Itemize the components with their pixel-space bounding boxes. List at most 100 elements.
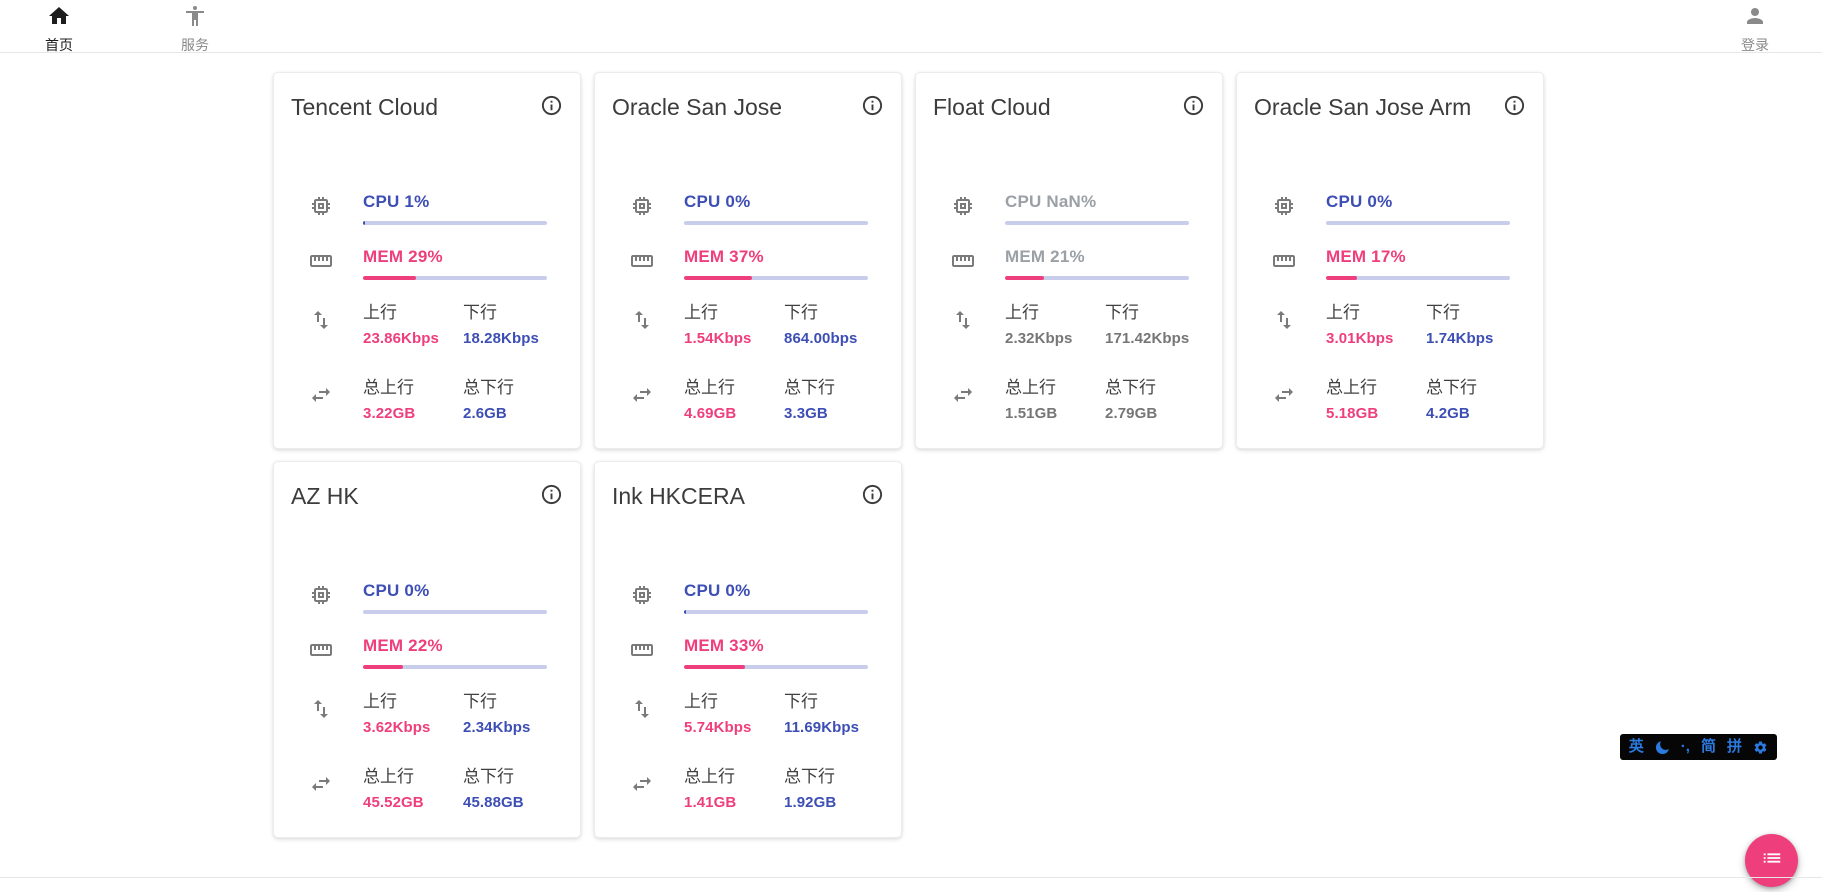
nav-item-services[interactable]: 服务 [164, 0, 226, 55]
moon-icon[interactable] [1655, 739, 1670, 755]
cpu-bar-track [1005, 221, 1189, 225]
total-download-label: 总下行 [463, 767, 514, 786]
ruler-icon [951, 249, 975, 278]
swap-horiz-icon [1272, 383, 1296, 412]
nav-item-home[interactable]: 首页 [28, 0, 90, 55]
cpu-bar-track [684, 610, 868, 614]
cpu-bar-track [363, 221, 547, 225]
mem-bar-fill [1326, 276, 1358, 280]
upload-value: 3.01Kbps [1326, 330, 1394, 347]
cpu-row: CPU 0% [630, 192, 884, 225]
upload-col: 上行 3.62Kbps [363, 687, 463, 736]
card-header: AZ HK [291, 481, 563, 511]
mem-bar-track [363, 276, 547, 280]
total-download-col: 总下行 1.92GB [784, 762, 884, 811]
mem-text: MEM 33% [684, 636, 764, 655]
card-header: Tencent Cloud [291, 92, 563, 122]
server-name: Oracle San Jose Arm [1254, 94, 1472, 120]
total-download-col: 总下行 4.2GB [1426, 373, 1526, 422]
mem-gauge: MEM 17% [1326, 247, 1510, 280]
mem-bar-fill [684, 665, 745, 669]
upload-label: 上行 [684, 303, 718, 322]
mem-bar-track [1005, 276, 1189, 280]
info-icon[interactable] [540, 483, 563, 506]
ime-language-toggle[interactable]: 英 [1628, 738, 1644, 755]
total-download-value: 2.79GB [1105, 405, 1158, 422]
info-icon[interactable] [861, 483, 884, 506]
cpu-chip-icon [630, 583, 654, 612]
upload-value: 1.54Kbps [684, 330, 752, 347]
total-upload-value: 45.52GB [363, 794, 424, 811]
cpu-text: CPU NaN% [1005, 192, 1097, 211]
mem-row: MEM 22% [309, 636, 563, 669]
total-upload-value: 4.69GB [684, 405, 737, 422]
swap-vert-icon [1272, 308, 1296, 337]
download-label: 下行 [463, 303, 497, 322]
mem-gauge: MEM 37% [684, 247, 868, 280]
total-download-value: 3.3GB [784, 405, 828, 422]
cpu-chip-icon [309, 583, 333, 612]
info-icon[interactable] [1182, 94, 1205, 117]
home-icon [47, 4, 71, 33]
nav-item-login[interactable]: 登录 [1724, 0, 1786, 55]
mem-bar-fill [684, 276, 753, 280]
total-upload-value: 1.51GB [1005, 405, 1058, 422]
cpu-gauge: CPU 1% [363, 192, 547, 225]
mem-bar-fill [1005, 276, 1044, 280]
server-card: Float Cloud CPU NaN% [915, 72, 1223, 449]
server-card: Oracle San Jose CPU 0% [594, 72, 902, 449]
total-upload-value: 3.22GB [363, 405, 416, 422]
cpu-text: CPU 0% [684, 581, 751, 600]
download-label: 下行 [1426, 303, 1460, 322]
card-stats: CPU 0% MEM 33% [612, 581, 884, 811]
ime-pinyin-indicator[interactable]: 拼 [1726, 738, 1742, 755]
cpu-row: CPU 1% [309, 192, 563, 225]
cpu-row: CPU 0% [630, 581, 884, 614]
total-row: 总上行 45.52GB 总下行 45.88GB [309, 762, 563, 811]
server-name: Ink HKCERA [612, 483, 745, 509]
server-name: Oracle San Jose [612, 94, 783, 120]
total-upload-label: 总上行 [1005, 378, 1056, 397]
main-content: Tencent Cloud CPU 1% [0, 53, 1822, 838]
mem-bar-track [1326, 276, 1510, 280]
server-list-fab[interactable] [1745, 834, 1798, 887]
cpu-chip-icon [630, 194, 654, 223]
cpu-gauge: CPU 0% [684, 581, 868, 614]
total-download-label: 总下行 [463, 378, 514, 397]
mem-row: MEM 29% [309, 247, 563, 280]
upload-col: 上行 1.54Kbps [684, 298, 784, 347]
total-row: 总上行 5.18GB 总下行 4.2GB [1272, 373, 1526, 422]
info-icon[interactable] [540, 94, 563, 117]
mem-row: MEM 21% [951, 247, 1205, 280]
cpu-chip-icon [1272, 194, 1296, 223]
swap-horiz-icon [309, 383, 333, 412]
swap-vert-icon [309, 308, 333, 337]
info-icon[interactable] [1503, 94, 1526, 117]
download-value: 171.42Kbps [1105, 330, 1190, 347]
server-card: AZ HK CPU 0% [273, 461, 581, 838]
card-header: Ink HKCERA [612, 481, 884, 511]
mem-row: MEM 17% [1272, 247, 1526, 280]
nav-item-label: 首页 [45, 37, 73, 53]
download-col: 下行 18.28Kbps [463, 298, 563, 347]
ime-simplified-toggle[interactable]: 简 [1700, 738, 1716, 755]
speed-row: 上行 23.86Kbps 下行 18.28Kbps [309, 298, 563, 347]
gear-icon[interactable] [1753, 740, 1768, 755]
total-download-col: 总下行 2.79GB [1105, 373, 1205, 422]
cpu-bar-track [363, 610, 547, 614]
total-upload-col: 总上行 3.22GB [363, 373, 463, 422]
ruler-icon [309, 249, 333, 278]
ime-punctuation-toggle[interactable]: ·, [1680, 738, 1690, 755]
swap-vert-icon [309, 697, 333, 726]
mem-gauge: MEM 22% [363, 636, 547, 669]
top-navbar: 首页 服务 登录 [0, 0, 1822, 53]
upload-label: 上行 [363, 692, 397, 711]
total-download-col: 总下行 2.6GB [463, 373, 563, 422]
cpu-row: CPU NaN% [951, 192, 1205, 225]
mem-bar-track [363, 665, 547, 669]
info-icon[interactable] [861, 94, 884, 117]
ruler-icon [630, 249, 654, 278]
nav-item-label: 登录 [1741, 37, 1769, 53]
upload-col: 上行 23.86Kbps [363, 298, 463, 347]
